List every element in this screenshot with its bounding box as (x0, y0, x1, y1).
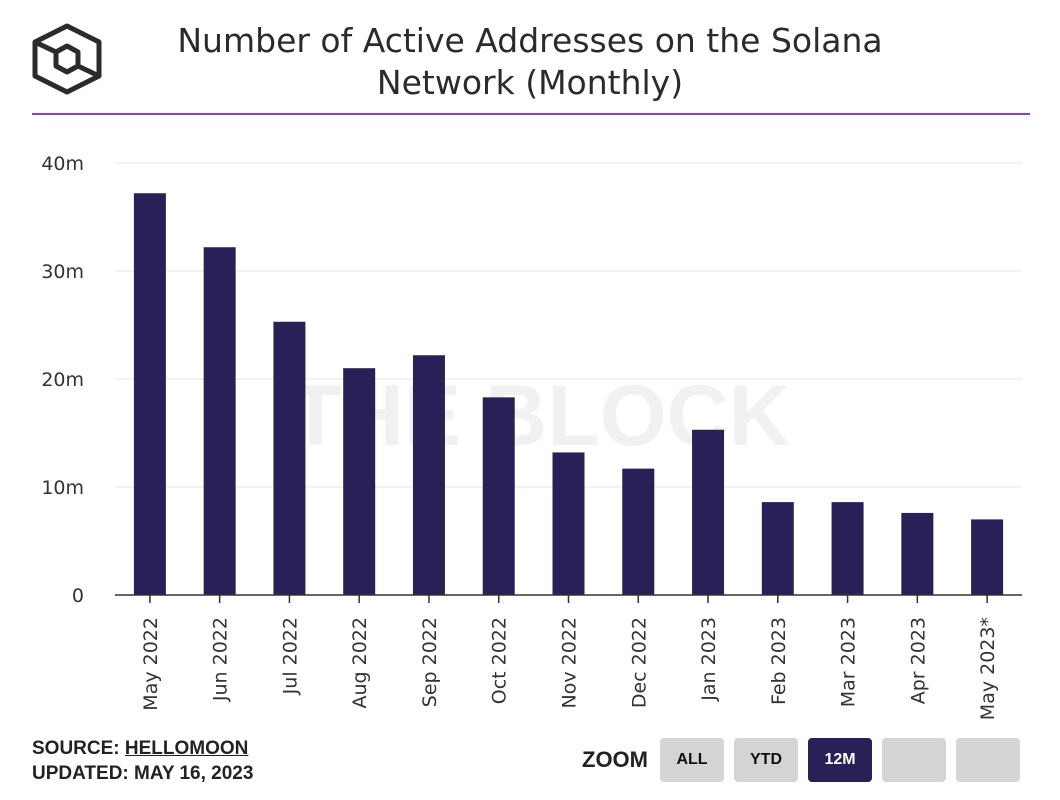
bar (412, 355, 445, 595)
y-tick-label: 40m (41, 153, 84, 175)
x-tick-label: May 2023* (977, 617, 999, 720)
x-tick-label: Jun 2022 (210, 617, 232, 702)
x-tick-label: Dec 2022 (628, 617, 650, 708)
bar (901, 512, 934, 595)
the-block-logo-icon (32, 23, 102, 95)
x-tick-label: Sep 2022 (419, 617, 441, 707)
y-tick-label: 20m (41, 369, 84, 391)
zoom-ytd-button[interactable]: YTD (734, 738, 798, 782)
bar (482, 397, 515, 595)
x-tick-label: Aug 2022 (349, 617, 371, 709)
zoom-all-button[interactable]: ALL (660, 738, 724, 782)
bar (622, 468, 655, 595)
bar (692, 429, 725, 595)
source-label: SOURCE: (32, 738, 120, 759)
y-tick-label: 30m (41, 261, 84, 283)
bar (273, 321, 306, 595)
chart-title: Number of Active Addresses on the Solana… (130, 20, 930, 104)
x-tick-label: Oct 2022 (489, 617, 511, 704)
y-tick-label: 10m (41, 477, 84, 499)
chart-title-line-1: Number of Active Addresses on the Solana (177, 21, 883, 60)
updated-date: UPDATED: MAY 16, 2023 (32, 763, 254, 784)
bar (552, 452, 585, 595)
zoom-label: ZOOM (582, 747, 648, 772)
bar (343, 368, 376, 595)
bar (831, 502, 864, 595)
bar (971, 519, 1004, 595)
bar (203, 247, 236, 595)
source-line: SOURCE: HELLOMOON (32, 736, 253, 761)
bar (761, 502, 794, 595)
chart-title-line-2: Network (Monthly) (376, 63, 684, 102)
x-tick-label: Jul 2022 (279, 617, 301, 695)
bar (133, 193, 166, 596)
zoom-blank-button-1[interactable] (882, 738, 946, 782)
zoom-12m-button[interactable]: 12M (808, 738, 872, 782)
x-tick-label: Mar 2023 (838, 617, 860, 707)
x-tick-label: Feb 2023 (768, 617, 790, 705)
x-tick-label: Jan 2023 (698, 617, 720, 702)
source-link[interactable]: HELLOMOON (124, 738, 249, 759)
zoom-controls: ZOOM ALL YTD 12M (582, 738, 1020, 782)
x-tick-label: May 2022 (140, 617, 162, 711)
x-tick-label: Apr 2023 (907, 617, 929, 704)
y-tick-label: 0 (72, 585, 84, 607)
zoom-blank-button-2[interactable] (956, 738, 1020, 782)
title-divider (32, 113, 1030, 115)
x-tick-label: Nov 2022 (559, 617, 581, 708)
chart-footer: SOURCE: HELLOMOON UPDATED: MAY 16, 2023 (32, 736, 253, 786)
